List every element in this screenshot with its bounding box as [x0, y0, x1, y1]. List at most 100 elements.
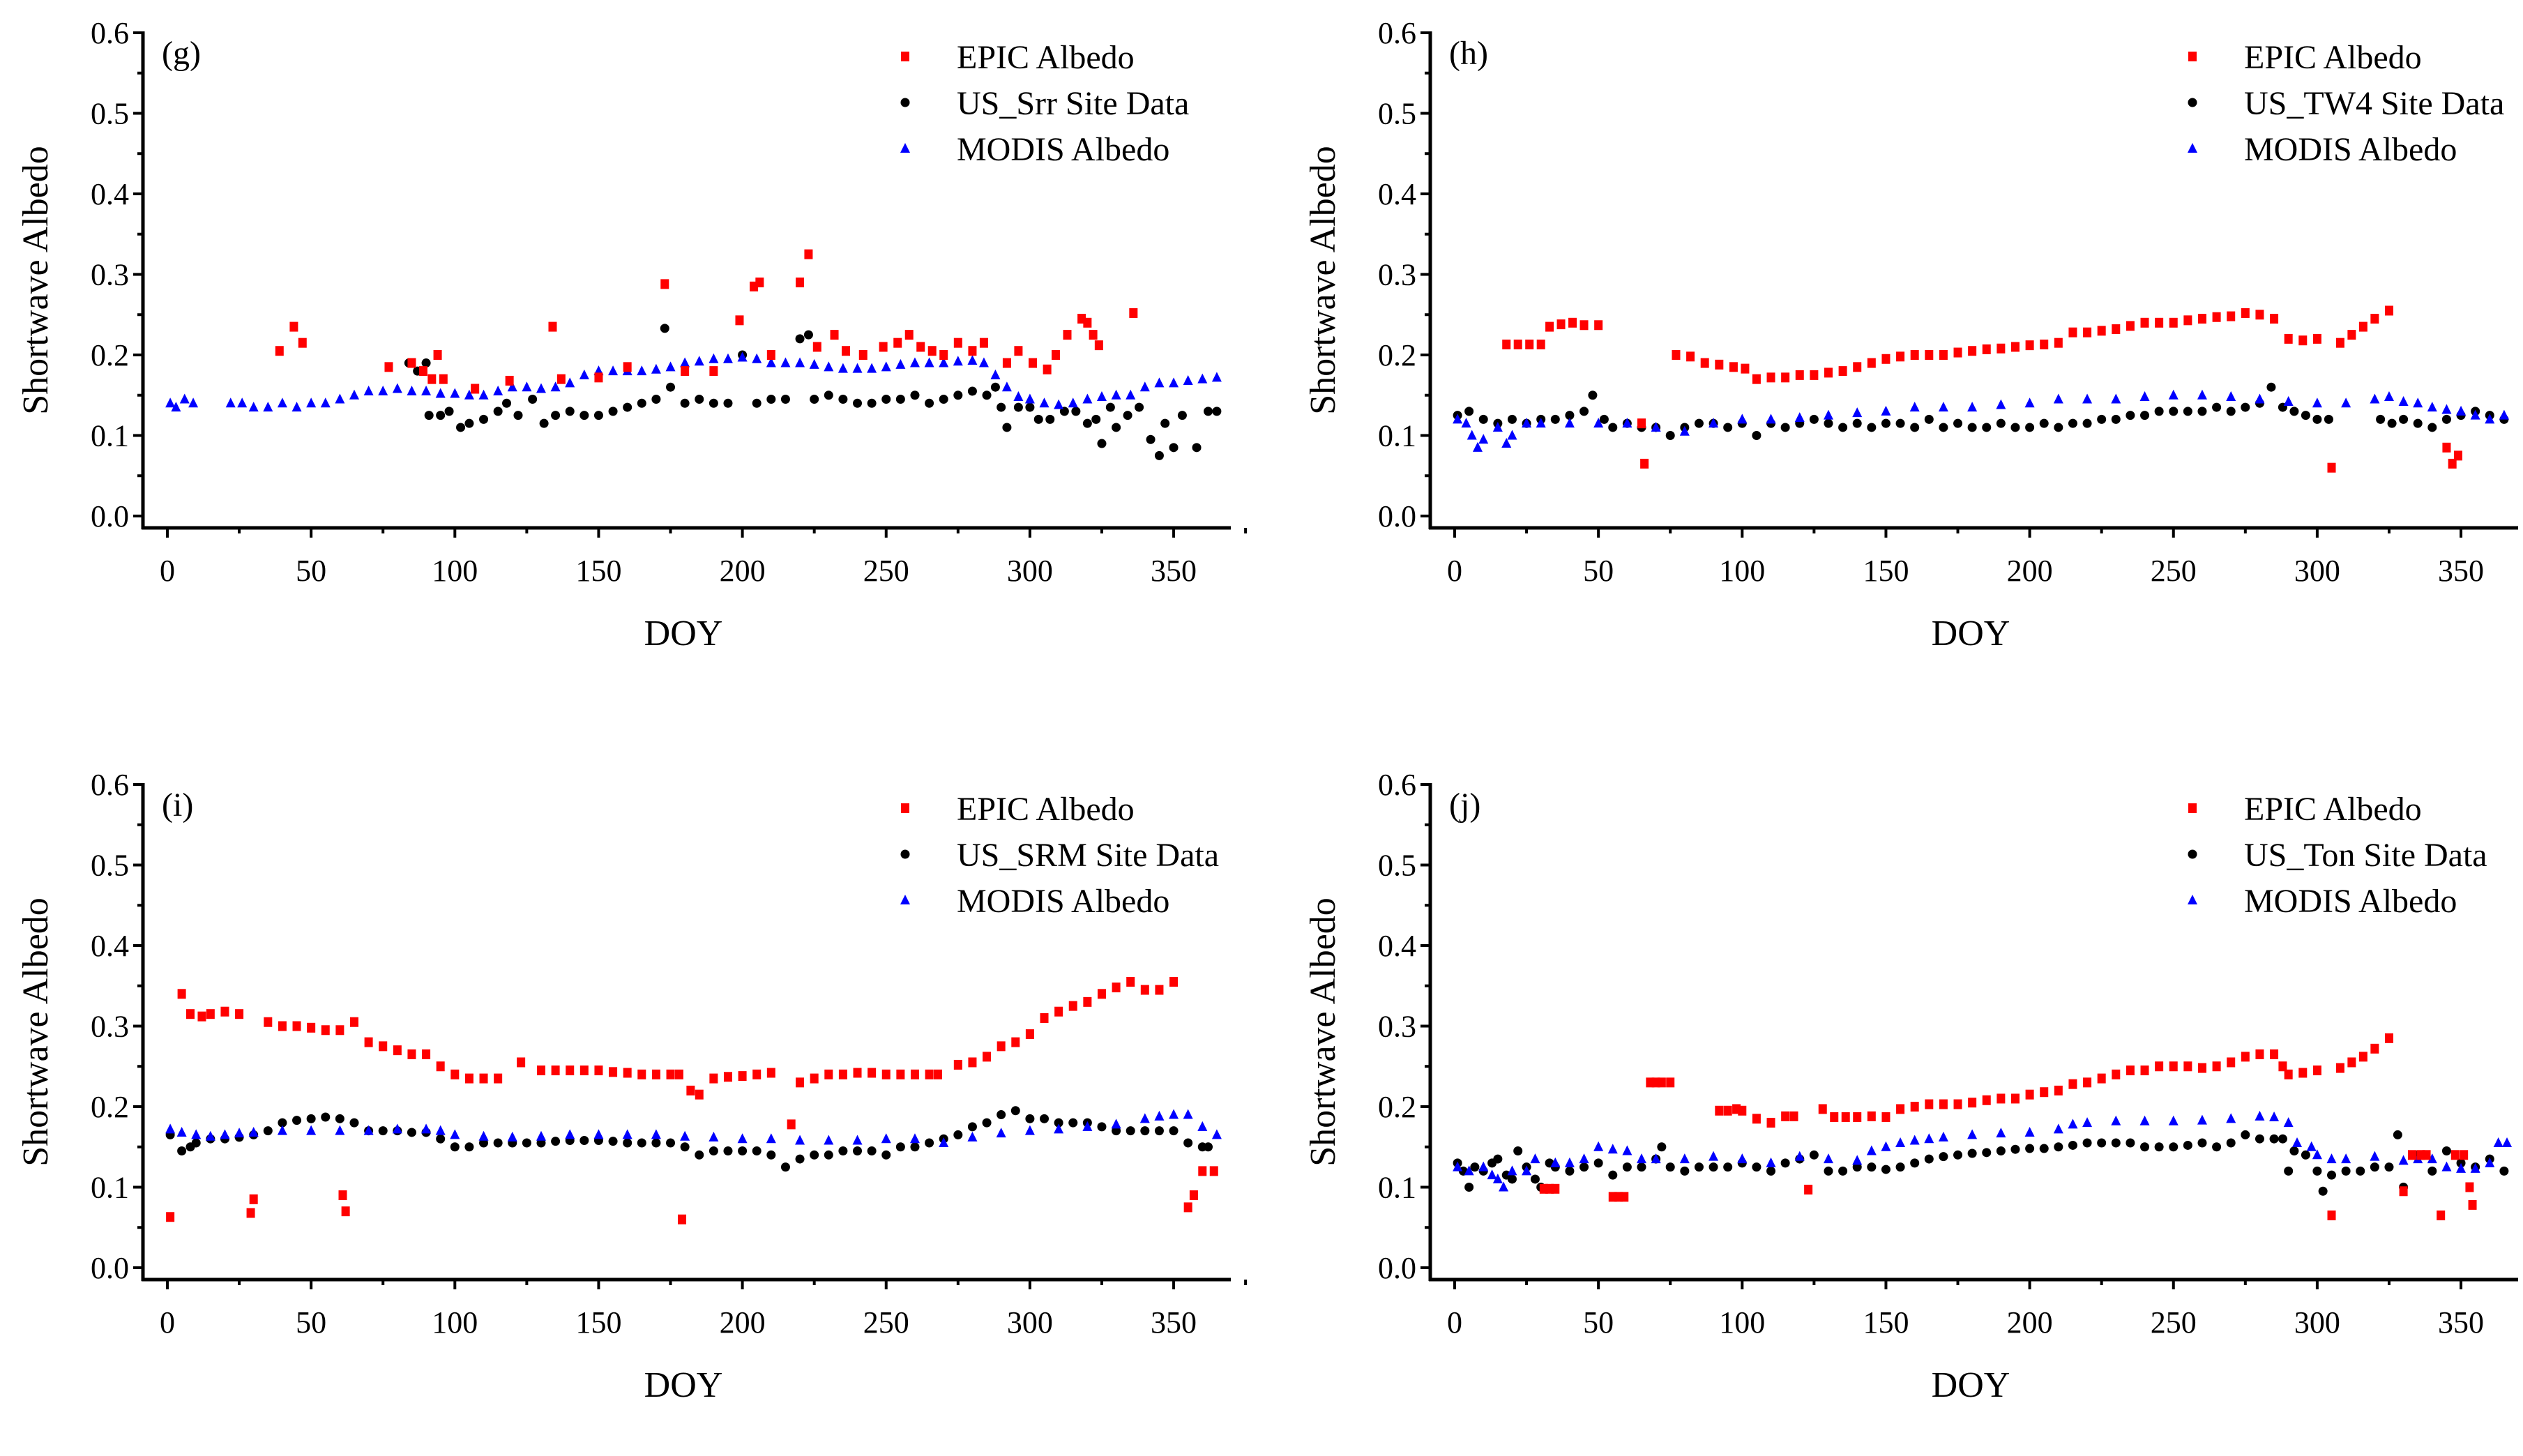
y-tick-label: 0.6: [91, 16, 129, 50]
data-point: [450, 388, 460, 398]
data-point: [1025, 402, 1035, 412]
data-point: [2082, 1117, 2093, 1128]
x-tick-label: 100: [432, 554, 478, 588]
x-tick-label: 350: [2438, 1305, 2484, 1340]
data-point: [795, 334, 805, 344]
x-tick-label: 150: [1863, 554, 1909, 588]
data-point: [1910, 350, 1919, 360]
data-point: [292, 1116, 302, 1125]
data-point: [2341, 1166, 2351, 1176]
data-point: [2465, 1182, 2474, 1192]
data-point: [579, 1066, 589, 1076]
data-point: [2327, 1210, 2336, 1220]
data-point: [953, 1130, 963, 1139]
data-point: [1708, 1151, 1719, 1161]
data-point: [1910, 1102, 1919, 1112]
data-point: [1154, 377, 1165, 388]
data-point: [1183, 1202, 1192, 1213]
data-point: [1636, 1153, 1646, 1164]
data-point: [1002, 423, 1012, 432]
data-point: [478, 389, 489, 400]
x-tick-label: 200: [720, 554, 766, 588]
data-point: [1453, 414, 1463, 424]
data-point: [1565, 1166, 1575, 1176]
data-point: [997, 1041, 1006, 1052]
data-point: [517, 1057, 526, 1068]
data-point: [2266, 382, 2276, 392]
data-point: [2168, 389, 2179, 400]
data-point: [1154, 450, 1164, 460]
data-point: [2082, 1138, 2092, 1148]
data-point: [1013, 402, 1023, 412]
data-point: [2456, 405, 2467, 416]
data-point: [853, 1146, 863, 1156]
data-point: [983, 1052, 992, 1062]
data-point: [2298, 1068, 2308, 1078]
data-point: [2270, 314, 2279, 324]
data-point: [1493, 1154, 1503, 1164]
data-point: [803, 330, 813, 340]
data-point: [1453, 1161, 1463, 1171]
data-point: [1013, 391, 1024, 402]
x-tick-label: 50: [1583, 1305, 1614, 1340]
data-point: [879, 342, 888, 352]
data-point: [494, 1073, 503, 1084]
data-point: [1154, 1110, 1165, 1121]
y-tick-label: 0.6: [91, 768, 129, 802]
data-point: [165, 397, 176, 408]
data-point: [686, 1085, 695, 1095]
data-point: [660, 324, 669, 333]
y-tick-label: 0.6: [1378, 768, 1416, 802]
data-point: [1996, 399, 2006, 409]
data-point: [910, 1142, 920, 1152]
data-point: [2448, 458, 2457, 469]
data-point: [933, 1069, 942, 1079]
data-point: [464, 389, 474, 400]
data-point: [1679, 425, 1690, 436]
data-point: [166, 1212, 175, 1222]
data-point: [1033, 414, 1043, 424]
data-point: [723, 1072, 732, 1082]
data-point: [2126, 321, 2135, 331]
data-point: [234, 1128, 245, 1138]
data-point: [1881, 354, 1891, 364]
data-point: [1112, 423, 1121, 432]
data-point: [384, 362, 393, 372]
data-point: [1823, 1153, 1833, 1164]
data-point: [2040, 1087, 2049, 1098]
data-point: [291, 402, 302, 412]
data-point: [2053, 1123, 2063, 1134]
x-tick-label: 0: [160, 554, 175, 588]
data-point: [1953, 347, 1962, 358]
y-tick-label: 0.0: [91, 1251, 129, 1285]
data-point: [335, 1125, 345, 1135]
data-point: [493, 1138, 503, 1148]
data-point: [608, 1137, 618, 1146]
data-point: [2306, 1141, 2317, 1151]
data-point: [1564, 418, 1575, 428]
data-point: [2025, 340, 2034, 351]
series-circle: [165, 1106, 1213, 1172]
data-point: [2255, 310, 2264, 320]
data-point: [1881, 405, 1891, 416]
data-point: [2083, 327, 2092, 338]
data-point: [566, 1066, 575, 1076]
data-point: [967, 355, 978, 365]
data-point: [2111, 414, 2121, 424]
data-point: [651, 395, 661, 404]
data-point: [1025, 1114, 1035, 1123]
data-point: [1657, 1142, 1667, 1152]
data-point: [1169, 976, 1179, 987]
data-point: [2068, 327, 2077, 338]
data-point: [1550, 1157, 1561, 1167]
x-tick-label: 100: [1719, 554, 1765, 588]
data-point: [1082, 393, 1093, 404]
data-point: [2226, 1113, 2236, 1123]
data-point: [1795, 370, 1804, 380]
data-point: [1211, 1129, 1222, 1139]
panel-label: (h): [1449, 35, 1488, 72]
x-tick-label: 50: [296, 1305, 326, 1340]
data-point: [2068, 418, 2077, 428]
data-point: [436, 411, 446, 420]
data-point: [1146, 434, 1156, 444]
